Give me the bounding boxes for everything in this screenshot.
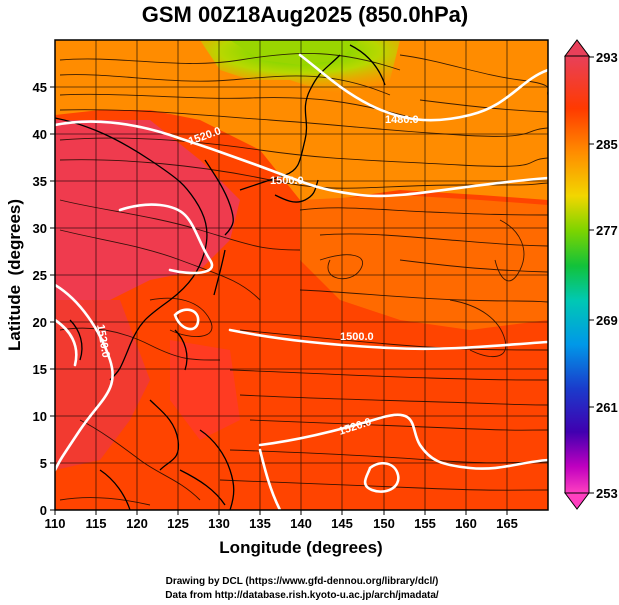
colorbar-tick-label: 253 [596,486,618,501]
temperature-field-yellow [230,40,360,65]
plot-area: 1520.0 1500.0 1480.0 1520.0 1500.0 1520.… [55,40,548,510]
x-tick-label: 165 [496,516,518,531]
colorbar-tick-label: 269 [596,313,618,328]
x-axis-labels: 110 115 120 125 130 135 140 145 150 155 … [45,516,518,531]
temperature-field-cool [200,40,400,95]
x-tick-label: 130 [208,516,230,531]
y-tick-label: 45 [33,80,47,95]
y-tick-label: 35 [33,174,47,189]
colorbar-tick-label: 285 [596,137,618,152]
x-tick-label: 160 [455,516,477,531]
colorbar-tick-label: 261 [596,400,618,415]
y-tick-label: 5 [40,456,47,471]
credit-drawing: Drawing by DCL (https://www.gfd-dennou.o… [166,576,439,587]
temperature-field-south-sea [170,340,240,440]
x-axis-title: Longitude (degrees) [219,538,382,557]
colorbar-bar [564,55,590,494]
contour-label: 1500.0 [270,175,304,187]
contour-label: 1520.0 [94,323,112,358]
x-tick-label: 135 [249,516,271,531]
y-axis-ticks [50,86,55,511]
x-tick-label: 150 [373,516,395,531]
x-tick-label: 140 [290,516,312,531]
contour-label: 1500.0 [340,331,374,343]
y-tick-label: 25 [33,268,47,283]
y-axis-title: Latitude (degrees) [5,199,24,351]
colorbar-tick-label: 293 [596,50,618,65]
x-tick-label: 155 [414,516,436,531]
x-axis-ticks [54,510,508,515]
x-tick-label: 110 [45,516,66,531]
y-tick-label: 30 [33,221,47,236]
y-tick-label: 40 [33,127,47,142]
height-contours [55,53,548,510]
y-tick-label: 0 [40,503,47,518]
temperature-field-warm-land [55,120,240,300]
colorbar: 293 285 277 269 261 253 [564,39,618,510]
y-tick-label: 10 [33,409,47,424]
y-tick-label: 15 [33,362,47,377]
grid-lines [55,40,548,510]
x-tick-label: 145 [331,516,353,531]
colorbar-tick-label: 277 [596,223,618,238]
y-axis-labels: 0 5 10 15 20 25 30 35 40 45 [33,80,47,518]
temperature-field-warm-south [55,300,150,470]
credit-data-source: Data from http://database.rish.kyoto-u.a… [165,590,439,601]
contour-label: 1480.0 [385,114,419,126]
chart-title: GSM 00Z18Aug2025 (850.0hPa) [142,2,468,27]
x-tick-label: 115 [86,516,107,531]
y-tick-label: 20 [33,315,47,330]
x-tick-label: 125 [167,516,189,531]
colorbar-top-arrow [564,39,590,57]
x-tick-label: 120 [126,516,148,531]
colorbar-bottom-arrow [564,492,590,510]
